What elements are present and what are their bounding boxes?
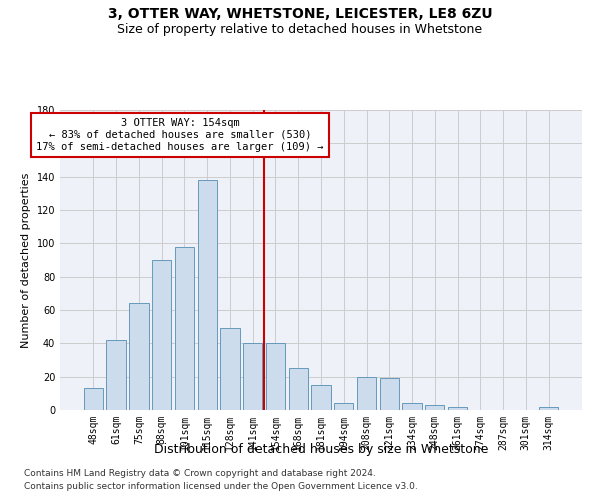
Bar [403, 404, 422, 410]
Text: 3 OTTER WAY: 154sqm
← 83% of detached houses are smaller (530)
17% of semi-detac: 3 OTTER WAY: 154sqm ← 83% of detached ho… [36, 118, 323, 152]
Bar [311, 385, 331, 410]
Bar [357, 376, 376, 410]
Bar [129, 304, 149, 410]
Bar [175, 246, 194, 410]
Bar [266, 344, 285, 410]
Text: 3, OTTER WAY, WHETSTONE, LEICESTER, LE8 6ZU: 3, OTTER WAY, WHETSTONE, LEICESTER, LE8 … [107, 8, 493, 22]
Bar [243, 344, 262, 410]
Bar [197, 180, 217, 410]
Bar [106, 340, 126, 410]
Text: Size of property relative to detached houses in Whetstone: Size of property relative to detached ho… [118, 22, 482, 36]
Text: Contains public sector information licensed under the Open Government Licence v3: Contains public sector information licen… [24, 482, 418, 491]
Bar [448, 406, 467, 410]
Bar [152, 260, 172, 410]
Y-axis label: Number of detached properties: Number of detached properties [21, 172, 31, 348]
Bar [334, 404, 353, 410]
Text: Distribution of detached houses by size in Whetstone: Distribution of detached houses by size … [154, 442, 488, 456]
Text: Contains HM Land Registry data © Crown copyright and database right 2024.: Contains HM Land Registry data © Crown c… [24, 468, 376, 477]
Bar [289, 368, 308, 410]
Bar [425, 405, 445, 410]
Bar [380, 378, 399, 410]
Bar [220, 328, 239, 410]
Bar [539, 406, 558, 410]
Bar [84, 388, 103, 410]
